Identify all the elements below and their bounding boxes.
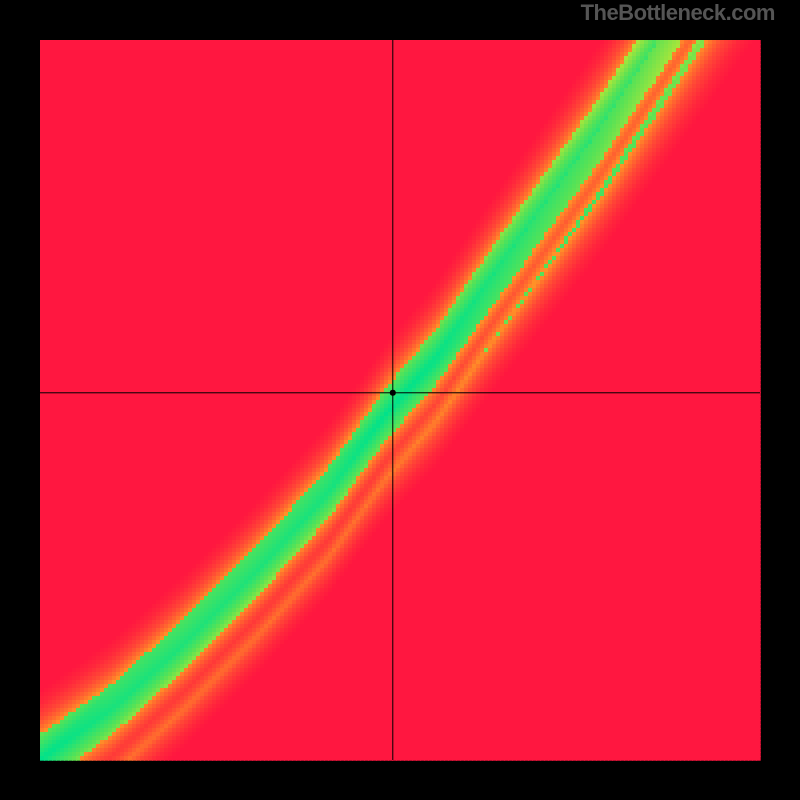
watermark-text: TheBottleneck.com — [581, 0, 775, 26]
bottleneck-heatmap — [0, 0, 800, 800]
chart-container: TheBottleneck.com — [0, 0, 800, 800]
